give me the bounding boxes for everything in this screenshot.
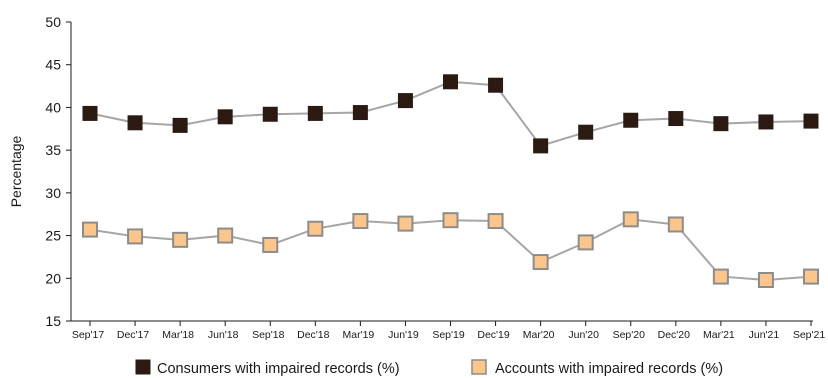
x-tick-label: Jun'18 (208, 329, 239, 341)
data-point (442, 212, 459, 229)
legend-label: Consumers with impaired records (%) (157, 361, 400, 377)
data-point (667, 216, 684, 233)
data-point (127, 228, 144, 245)
data-point (262, 236, 279, 253)
data-point (172, 117, 188, 133)
data-point (712, 268, 729, 285)
series-2 (82, 211, 819, 288)
data-point (757, 271, 774, 288)
y-tick-label: 15 (45, 313, 61, 329)
y-tick-label: 35 (45, 142, 61, 158)
legend-swatch (471, 359, 487, 375)
x-tick-label: Sep'21 (793, 329, 826, 341)
data-point (352, 105, 368, 121)
data-point (803, 113, 819, 129)
legend-label: Accounts with impaired records (%) (495, 361, 723, 377)
x-axis-ticks: Sep'17 Dec'17 Mar'18 Jun'18 Sep'18 Dec'18 Mar'… (72, 321, 826, 341)
x-tick-label: Dec'20 (658, 329, 691, 341)
data-point (577, 234, 594, 251)
data-point (532, 254, 549, 271)
data-point (533, 138, 549, 154)
data-point (307, 105, 323, 121)
data-point (397, 215, 414, 232)
data-point (262, 106, 278, 122)
x-tick-label: Sep'19 (432, 329, 465, 341)
series-layer (82, 74, 819, 288)
data-point (82, 105, 98, 121)
x-tick-label: Mar'21 (703, 329, 735, 341)
x-tick-label: Jun'20 (568, 329, 599, 341)
y-tick-label: 50 (45, 14, 61, 30)
y-tick-label: 25 (45, 228, 61, 244)
data-point (443, 74, 458, 90)
y-tick-label: 20 (45, 270, 61, 286)
data-point (623, 112, 639, 128)
data-point (488, 77, 504, 93)
data-point (803, 268, 819, 285)
data-point (758, 114, 774, 130)
y-axis-ticks: 15 20 25 30 35 40 45 50 (45, 14, 71, 329)
data-point (397, 93, 413, 109)
legend-item-2: Accounts with impaired records (%) (471, 359, 723, 377)
x-tick-label: Dec'17 (117, 329, 150, 341)
x-tick-label: Mar'18 (162, 329, 194, 341)
legend-item-1: Consumers with impaired records (%) (135, 359, 400, 377)
data-point (622, 211, 639, 228)
x-tick-label: Mar'20 (523, 329, 555, 341)
x-tick-label: Jun'21 (749, 329, 780, 341)
data-point (578, 124, 594, 140)
data-point (352, 213, 369, 230)
y-axis-label: Percentage (8, 135, 24, 207)
data-point (487, 213, 504, 230)
data-point (307, 220, 324, 237)
data-point (127, 115, 143, 131)
x-tick-label: Sep'17 (72, 329, 105, 341)
data-point (668, 111, 684, 127)
data-point (217, 227, 234, 244)
legend-swatch (135, 359, 151, 375)
x-tick-label: Dec'18 (297, 329, 330, 341)
series-line (89, 80, 812, 148)
y-tick-label: 40 (45, 99, 61, 115)
x-tick-label: Dec'19 (477, 329, 510, 341)
x-tick-label: Jun'19 (388, 329, 419, 341)
data-point (713, 116, 729, 132)
data-point (217, 109, 233, 125)
series-line (89, 218, 812, 281)
y-tick-label: 45 (45, 57, 61, 73)
plot-area: 15 20 25 30 35 40 45 50 Sep'17 Dec'17 Mar'18 Jun'1… (45, 14, 825, 341)
data-point (172, 231, 189, 248)
x-tick-label: Sep'20 (613, 329, 646, 341)
series-1 (82, 74, 819, 154)
legend: Consumers with impaired records (%) Accou… (135, 359, 723, 377)
x-tick-label: Sep'18 (252, 329, 285, 341)
data-point (82, 221, 98, 238)
x-tick-label: Mar'19 (342, 329, 374, 341)
y-tick-label: 30 (45, 185, 61, 201)
